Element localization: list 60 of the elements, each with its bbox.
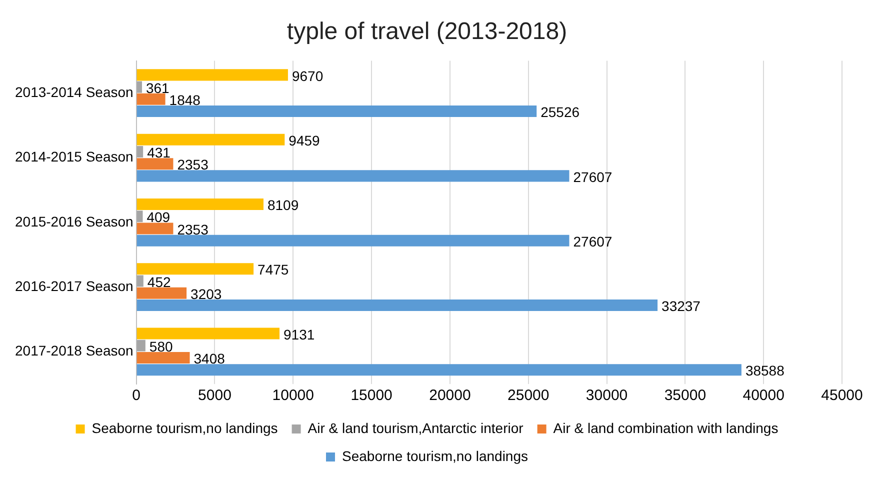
- legend-label: Air & land tourism,Antarctic interior: [308, 420, 524, 436]
- bar: [136, 81, 142, 93]
- bar: [136, 210, 143, 222]
- bar: [136, 134, 285, 146]
- bar: [136, 198, 264, 210]
- bar: [136, 328, 280, 340]
- bar: [136, 364, 742, 376]
- data-label: 27607: [573, 233, 612, 250]
- data-label: 33237: [662, 298, 701, 314]
- bar: [136, 222, 174, 234]
- data-label: 452: [147, 274, 171, 290]
- legend-label: Seaborne tourism,no landings: [342, 448, 528, 464]
- data-label: 38588: [745, 362, 785, 379]
- bar: [136, 352, 190, 364]
- data-label: 9459: [288, 132, 320, 148]
- bar: [136, 170, 570, 182]
- bar: [136, 93, 166, 105]
- x-tick-label: 10000: [272, 387, 314, 404]
- x-tick-label: 20000: [429, 387, 471, 404]
- y-tick-label: 2015-2016 Season: [14, 213, 134, 230]
- bar: [136, 263, 254, 275]
- data-label: 361: [146, 80, 170, 96]
- x-tick-label: 30000: [586, 387, 628, 404]
- data-label: 7475: [258, 262, 289, 278]
- bar: [136, 106, 537, 118]
- chart-title: typle of travel (2013-2018): [286, 18, 568, 46]
- data-label: 3203: [190, 286, 222, 302]
- data-label: 9131: [284, 326, 315, 342]
- legend-label: Air & land combination with landings: [553, 420, 778, 436]
- bar: [136, 146, 144, 158]
- data-label: 9670: [292, 68, 324, 84]
- x-tick-label: 45000: [821, 387, 863, 404]
- data-label: 8109: [267, 197, 299, 214]
- bar: [136, 275, 144, 287]
- x-tick-label: 35000: [664, 387, 706, 404]
- y-tick-label: 2013-2014 Season: [14, 84, 134, 100]
- y-tick-label: 2014-2015 Season: [14, 148, 134, 165]
- y-tick-label: 2016-2017 Season: [14, 278, 134, 294]
- bar: [136, 158, 174, 170]
- data-label: 3408: [194, 350, 226, 367]
- data-label: 25526: [540, 104, 580, 120]
- x-tick-label: 0: [132, 387, 140, 404]
- legend-label: Seaborne tourism,no landings: [92, 420, 278, 436]
- data-label: 2353: [177, 221, 209, 238]
- bar: [136, 234, 570, 246]
- data-label: 580: [149, 338, 173, 354]
- data-label: 27607: [573, 168, 612, 185]
- data-label: 1848: [169, 92, 201, 108]
- bar: [136, 287, 187, 299]
- bar: [136, 69, 288, 81]
- bar: [136, 340, 146, 352]
- x-tick-label: 15000: [350, 387, 392, 404]
- data-label: 2353: [177, 156, 209, 173]
- bar: [136, 299, 658, 311]
- x-tick-label: 5000: [198, 387, 232, 404]
- x-tick-label: 25000: [508, 387, 550, 404]
- data-label: 431: [147, 144, 171, 161]
- x-tick-label: 40000: [742, 387, 784, 404]
- y-tick-label: 2017-2018 Season: [14, 342, 134, 359]
- data-label: 409: [146, 209, 170, 226]
